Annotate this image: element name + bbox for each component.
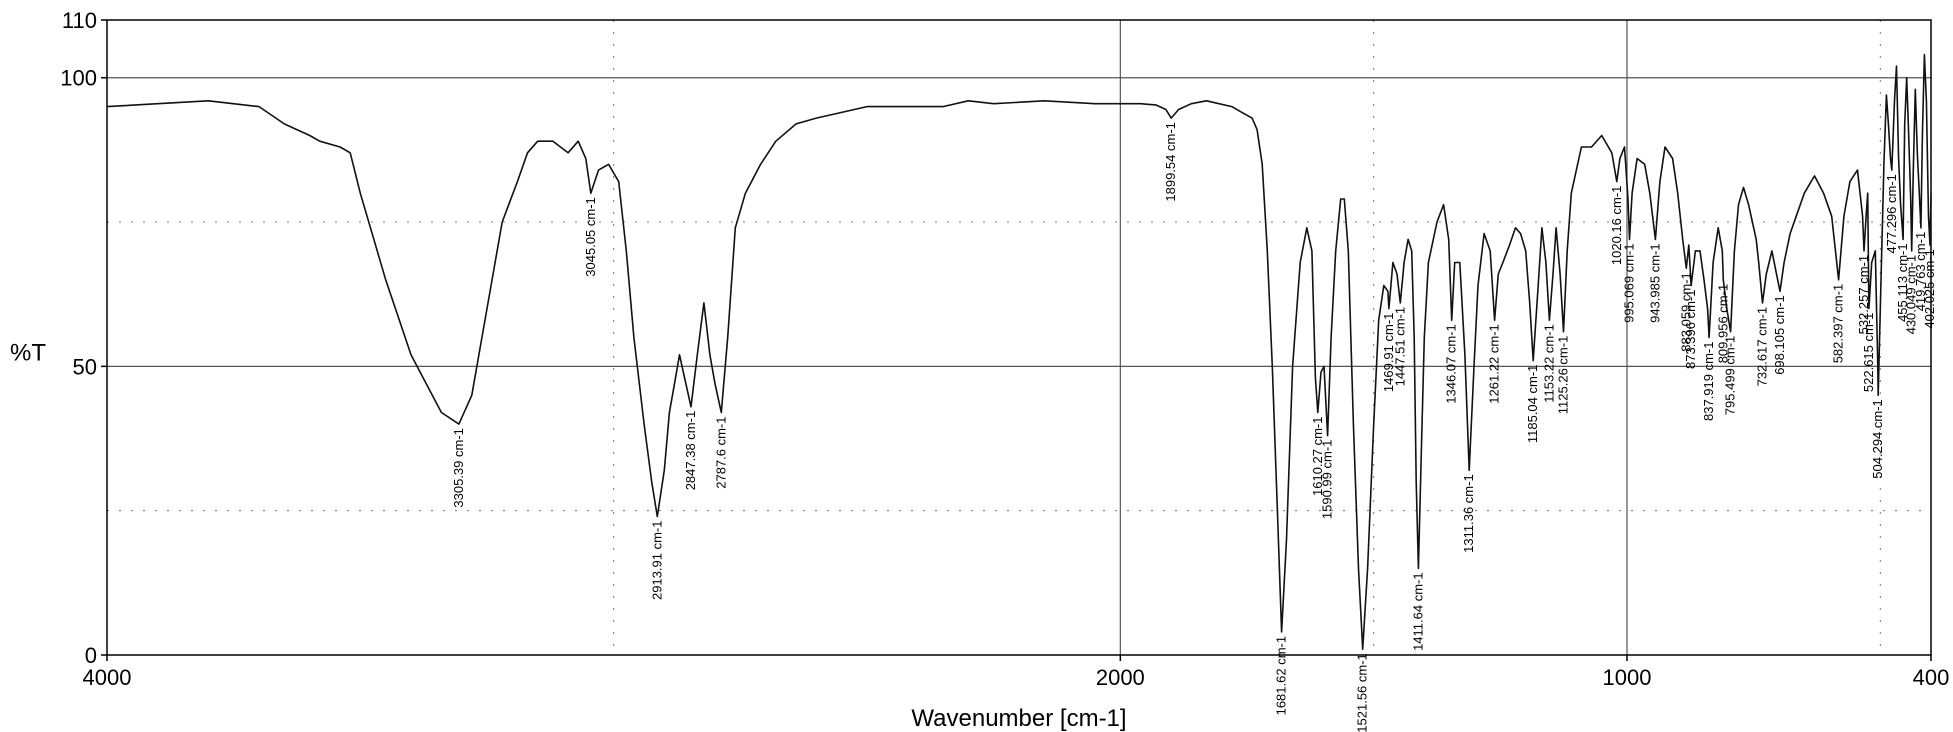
x-tick-label: 4000 [83, 665, 132, 690]
peak-label: 402.025 cm-1 [1922, 249, 1937, 329]
peak-label: 430.049 cm-1 [1904, 255, 1919, 335]
peak-label: 1185.04 cm-1 [1525, 365, 1540, 444]
peak-label: 1125.26 cm-1 [1556, 336, 1571, 415]
x-axis-title: Wavenumber [cm-1] [911, 705, 1126, 732]
peak-label: 522.615 cm-1 [1861, 313, 1876, 393]
y-axis-ticks: 110 100 50 0 [60, 8, 107, 668]
y-tick-label: 110 [62, 8, 97, 33]
peak-label: 943.985 cm-1 [1647, 243, 1662, 323]
peak-label: 3305.39 cm-1 [451, 428, 466, 508]
peak-label: 1411.64 cm-1 [1410, 572, 1425, 651]
peak-label: 1469.91 cm-1 [1381, 313, 1396, 393]
peak-labels: 3305.39 cm-1 3045.05 cm-1 2913.91 cm-1 2847… [451, 122, 1937, 732]
peak-label: 1020.16 cm-1 [1609, 186, 1624, 266]
peak-label: 995.069 cm-1 [1622, 243, 1637, 323]
x-tick-label: 2000 [1096, 665, 1145, 690]
peak-label: 2847.38 cm-1 [683, 411, 698, 491]
peak-label: 1610.27 cm-1 [1310, 417, 1325, 497]
peak-label: 1521.56 cm-1 [1355, 653, 1370, 732]
plot-frame [106, 19, 1932, 656]
peak-label: 1153.22 cm-1 [1541, 324, 1556, 403]
y-tick-label: 0 [85, 643, 97, 668]
peak-label: 1311.36 cm-1 [1461, 474, 1476, 553]
peak-label: 837.919 cm-1 [1701, 342, 1716, 422]
peak-label: 1590.99 cm-1 [1320, 440, 1335, 519]
peak-label: 1681.62 cm-1 [1274, 636, 1289, 716]
peak-label: 809.956 cm-1 [1715, 284, 1730, 364]
peak-label: 1447.51 cm-1 [1392, 307, 1407, 387]
peak-label: 1346.07 cm-1 [1444, 324, 1459, 404]
peak-label: 2787.6 cm-1 [713, 417, 728, 489]
peak-label: 1261.22 cm-1 [1487, 324, 1502, 404]
peak-label: 795.499 cm-1 [1723, 336, 1738, 416]
spectrum-line [106, 53, 1932, 650]
peak-label: 532.257 cm-1 [1856, 255, 1871, 335]
peak-label: 477.296 cm-1 [1884, 174, 1899, 254]
peak-label: 698.105 cm-1 [1772, 295, 1787, 375]
peak-label: 732.617 cm-1 [1755, 307, 1770, 387]
y-axis-title: %T [10, 339, 46, 366]
x-axis-ticks: 4000 2000 1000 400 [83, 655, 1950, 690]
peak-label: 582.397 cm-1 [1831, 284, 1846, 364]
x-tick-label: 1000 [1603, 665, 1652, 690]
y-tick-label: 50 [73, 354, 97, 379]
peak-label: 455.113 cm-1 [1895, 243, 1910, 322]
grid [107, 20, 1931, 655]
peak-label: 873.396 cm-1 [1683, 290, 1698, 370]
peak-label: 883.059 cm-1 [1678, 272, 1693, 352]
x-tick-label: 400 [1913, 665, 1950, 690]
peak-label: 1899.54 cm-1 [1163, 122, 1178, 202]
peak-label: 2913.91 cm-1 [649, 521, 664, 601]
y-tick-label: 100 [60, 66, 97, 91]
peak-label: 504.294 cm-1 [1870, 399, 1885, 479]
peak-label: 3045.05 cm-1 [583, 197, 598, 277]
peak-label: 419.763 cm-1 [1913, 232, 1928, 311]
